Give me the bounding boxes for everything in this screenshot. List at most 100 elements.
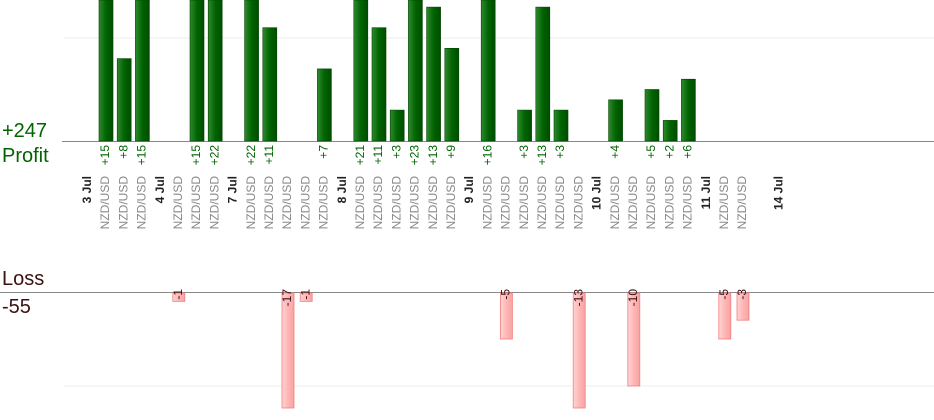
instrument-label: NZD/USD	[681, 176, 695, 230]
loss-value-label: -13	[571, 289, 585, 307]
loss-value-label: -5	[717, 289, 731, 300]
instrument-label: NZD/USD	[717, 176, 731, 230]
instrument-label: NZD/USD	[389, 176, 403, 230]
profit-value-label: +3	[553, 145, 567, 159]
profit-value-label: +21	[353, 145, 367, 166]
profit-bar	[608, 99, 623, 142]
instrument-label: NZD/USD	[207, 176, 221, 230]
profit-bar	[98, 0, 114, 142]
instrument-label: NZD/USD	[535, 176, 549, 230]
profit-bar	[553, 109, 569, 142]
profit-bar	[662, 120, 678, 142]
profit-value-label: +5	[644, 145, 658, 159]
profit-bar	[317, 68, 332, 142]
instrument-label: NZD/USD	[644, 176, 658, 230]
profit-value-label: +2	[662, 145, 676, 159]
profit-bar	[262, 27, 278, 142]
instrument-label: NZD/USD	[444, 176, 458, 230]
profit-bar	[535, 6, 551, 142]
loss-bar	[736, 292, 750, 321]
profit-bar	[644, 89, 660, 142]
instrument-label: NZD/USD	[553, 176, 567, 230]
date-label: 7 Jul	[226, 176, 240, 203]
loss-value-label: -1	[298, 289, 312, 300]
profit-bar	[444, 47, 460, 142]
profit-bar	[681, 78, 696, 142]
profit-bar	[135, 0, 150, 142]
profit-total: +247	[2, 120, 48, 142]
profit-value-label: +15	[98, 145, 112, 166]
profit-value-label: +15	[135, 145, 149, 166]
loss-label: Loss	[2, 268, 45, 290]
profit-value-label: +9	[444, 145, 458, 159]
profit-value-label: +22	[207, 145, 221, 166]
instrument-label: NZD/USD	[135, 176, 149, 230]
loss-bar	[627, 292, 641, 387]
loss-value-label: -3	[735, 289, 749, 300]
loss-bar	[299, 292, 313, 302]
instrument-label: NZD/USD	[608, 176, 622, 230]
profit-label: Profit	[2, 145, 49, 167]
instrument-label: NZD/USD	[408, 176, 422, 230]
loss-value-label: -5	[499, 289, 513, 300]
date-label: 4 Jul	[153, 176, 167, 203]
instrument-label: NZD/USD	[735, 176, 749, 230]
instrument-label: NZD/USD	[317, 176, 331, 230]
instrument-label: NZD/USD	[280, 176, 294, 230]
loss-bar	[281, 292, 295, 409]
loss-total: -55	[2, 296, 31, 318]
profit-bar	[353, 0, 369, 142]
instrument-label: NZD/USD	[517, 176, 531, 230]
instrument-label: NZD/USD	[371, 176, 385, 230]
instrument-label: NZD/USD	[98, 176, 112, 230]
profit-value-label: +22	[244, 145, 258, 166]
loss-bar	[572, 292, 586, 409]
profit-value-label: +23	[408, 145, 422, 166]
profit-value-label: +13	[426, 145, 440, 166]
instrument-label: NZD/USD	[480, 176, 494, 230]
profit-bar	[116, 58, 132, 142]
profit-value-label: +7	[317, 145, 331, 159]
profit-bar	[207, 0, 223, 142]
instrument-label: NZD/USD	[171, 176, 185, 230]
profit-value-label: +11	[371, 145, 385, 165]
profit-value-label: +4	[608, 145, 622, 159]
date-label: 9 Jul	[462, 176, 476, 203]
profit-bar	[371, 27, 387, 142]
profit-value-label: +3	[389, 145, 403, 159]
profit-bar	[244, 0, 259, 142]
profit-value-label: +6	[681, 145, 695, 159]
instrument-label: NZD/USD	[499, 176, 513, 230]
instrument-label: NZD/USD	[626, 176, 640, 230]
instrument-label: NZD/USD	[189, 176, 203, 230]
profit-bar	[389, 109, 405, 142]
profit-bar	[189, 0, 205, 142]
profit-bar	[517, 109, 532, 142]
loss-value-label: -17	[280, 289, 294, 307]
instrument-label: NZD/USD	[116, 176, 130, 230]
profit-value-label: +8	[116, 145, 130, 159]
profit-bar	[408, 0, 423, 142]
date-label: 3 Jul	[80, 176, 94, 203]
instrument-label: NZD/USD	[426, 176, 440, 230]
loss-bar	[499, 292, 513, 340]
loss-value-label: -1	[171, 289, 185, 300]
profit-bar	[480, 0, 496, 142]
loss-bar	[172, 292, 186, 302]
date-label: 14 Jul	[772, 176, 786, 210]
date-label: 8 Jul	[335, 176, 349, 203]
instrument-label: NZD/USD	[262, 176, 276, 230]
instrument-label: NZD/USD	[298, 176, 312, 230]
profit-value-label: +15	[189, 145, 203, 166]
date-label: 10 Jul	[590, 176, 604, 210]
profit-value-label: +13	[535, 145, 549, 166]
instrument-label: NZD/USD	[662, 176, 676, 230]
profit-value-label: +16	[480, 145, 494, 166]
loss-value-label: -10	[626, 289, 640, 307]
loss-bar	[718, 292, 732, 340]
profit-value-label: +3	[517, 145, 531, 159]
instrument-label: NZD/USD	[244, 176, 258, 230]
date-label: 11 Jul	[699, 176, 713, 209]
